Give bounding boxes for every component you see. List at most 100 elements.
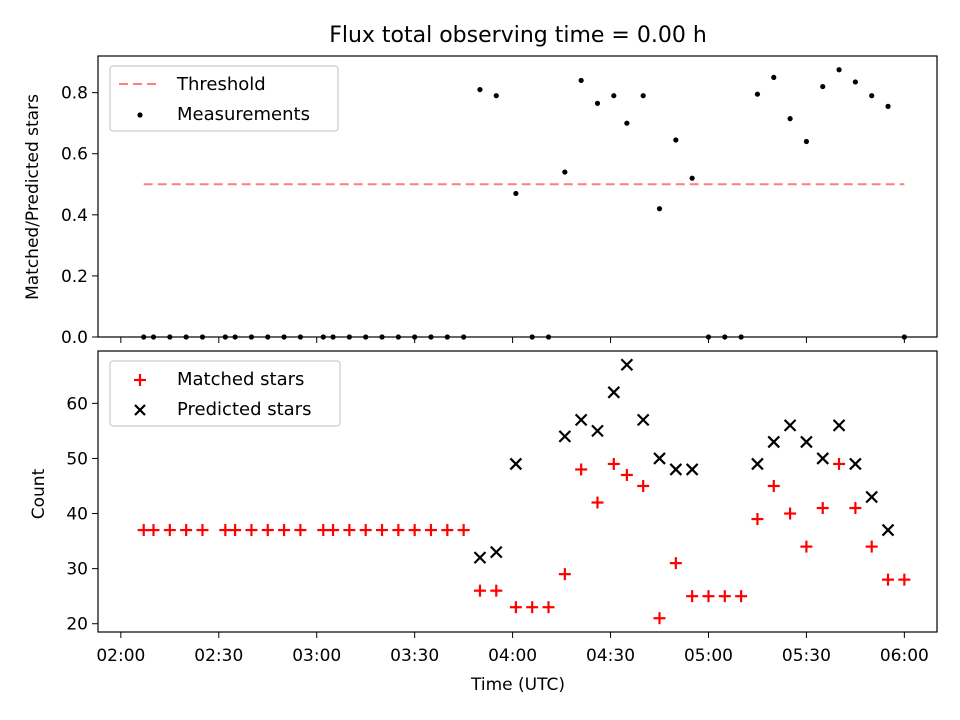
measurement-point bbox=[320, 334, 326, 340]
bottom-x-tick-label: 06:00 bbox=[880, 646, 929, 666]
bottom-y-tick-label: 50 bbox=[66, 449, 88, 469]
matched-star-marker bbox=[147, 524, 160, 537]
matched-star-marker bbox=[833, 457, 846, 470]
measurement-point bbox=[395, 334, 401, 340]
measurement-point bbox=[578, 77, 584, 84]
measurement-point bbox=[529, 334, 535, 340]
predicted-star-marker bbox=[816, 452, 830, 465]
matched-star-marker bbox=[245, 524, 258, 537]
predicted-star-marker bbox=[767, 435, 781, 449]
bottom-x-tick-label: 04:30 bbox=[586, 646, 635, 666]
matched-star-marker bbox=[669, 557, 682, 570]
bottom-y-tick-label: 20 bbox=[66, 615, 88, 635]
matched-star-marker bbox=[376, 524, 389, 537]
legend-measurements-label: Measurements bbox=[177, 104, 310, 125]
matched-star-marker bbox=[457, 524, 470, 537]
matched-star-marker bbox=[196, 524, 209, 537]
predicted-star-marker bbox=[783, 419, 797, 432]
measurement-point bbox=[594, 100, 601, 106]
measurement-point bbox=[852, 79, 858, 85]
measurement-point bbox=[222, 334, 228, 340]
legend-measurements-marker bbox=[137, 112, 143, 118]
bottom-legend-box bbox=[109, 360, 341, 427]
bottom-y-tick-label: 40 bbox=[66, 505, 88, 525]
measurement-point bbox=[167, 334, 173, 340]
matched-star-marker bbox=[180, 524, 193, 537]
predicted-star-marker bbox=[800, 435, 813, 449]
matched-star-marker bbox=[526, 601, 539, 614]
top-panel: 0.00.20.40.60.8 Matched/Predicted stars … bbox=[23, 55, 938, 348]
chart-title: Flux total observing time = 0.00 h bbox=[329, 23, 707, 48]
bottom-x-tick-label: 02:00 bbox=[96, 646, 145, 666]
matched-star-marker bbox=[424, 524, 437, 537]
matched-star-marker bbox=[392, 524, 405, 537]
predicted-star-marker bbox=[669, 463, 683, 476]
bottom-y-axis-label: Count bbox=[29, 468, 49, 519]
predicted-star-marker bbox=[653, 452, 666, 465]
bottom-y-ticks: 20 30 40 50 60 bbox=[66, 394, 98, 635]
matched-star-marker bbox=[735, 590, 748, 603]
predicted-stars-points bbox=[473, 358, 895, 564]
matched-star-marker bbox=[473, 584, 486, 597]
measurement-point bbox=[901, 334, 907, 340]
measurement-point bbox=[738, 334, 744, 340]
matched-star-marker bbox=[575, 463, 588, 476]
predicted-star-marker bbox=[751, 457, 764, 471]
measurement-point bbox=[183, 334, 189, 340]
matched-star-marker bbox=[509, 601, 522, 614]
matched-star-marker bbox=[490, 584, 503, 597]
matched-star-marker bbox=[849, 502, 862, 515]
top-y-tick-label: 0.6 bbox=[61, 145, 88, 165]
matched-star-marker bbox=[359, 524, 372, 537]
measurement-point bbox=[513, 190, 519, 197]
matched-star-marker bbox=[261, 524, 274, 537]
legend-threshold-label: Threshold bbox=[176, 74, 266, 95]
matched-star-marker bbox=[686, 590, 699, 603]
matched-star-marker bbox=[784, 507, 797, 520]
top-legend-box bbox=[109, 65, 339, 132]
measurement-point bbox=[493, 93, 499, 99]
measurement-point bbox=[363, 334, 369, 340]
measurement-point bbox=[611, 93, 617, 99]
predicted-star-marker bbox=[509, 457, 523, 471]
measurement-point bbox=[673, 137, 679, 143]
matched-star-marker bbox=[607, 457, 620, 470]
measurement-points bbox=[141, 67, 907, 340]
bottom-x-tick-label: 03:30 bbox=[390, 646, 439, 666]
bottom-x-tick-label: 02:30 bbox=[194, 646, 243, 666]
matched-star-marker bbox=[294, 524, 307, 537]
measurement-point bbox=[689, 175, 695, 181]
measurement-point bbox=[379, 334, 385, 340]
bottom-x-tick-label: 04:00 bbox=[488, 646, 537, 666]
measurement-point bbox=[412, 334, 418, 340]
measurement-point bbox=[885, 103, 891, 109]
measurement-point bbox=[722, 334, 728, 340]
measurement-point bbox=[869, 93, 875, 99]
measurement-point bbox=[199, 334, 206, 340]
top-y-tick-label: 0.8 bbox=[61, 84, 88, 104]
measurement-point bbox=[820, 83, 826, 90]
matched-star-marker bbox=[898, 573, 911, 586]
bottom-y-tick-label: 30 bbox=[66, 560, 88, 580]
bottom-y-tick-label: 60 bbox=[66, 394, 88, 414]
top-legend: Threshold Measurements bbox=[109, 65, 339, 132]
matched-star-marker bbox=[800, 540, 813, 553]
measurement-point bbox=[803, 138, 810, 145]
predicted-star-marker bbox=[620, 358, 634, 372]
measurement-point bbox=[545, 334, 552, 340]
matched-star-marker bbox=[591, 496, 604, 509]
measurement-point bbox=[297, 334, 304, 340]
predicted-star-marker bbox=[832, 419, 846, 432]
measurement-point bbox=[477, 86, 483, 93]
x-axis-label: Time (UTC) bbox=[470, 675, 565, 695]
measurement-point bbox=[248, 334, 255, 340]
matched-star-marker bbox=[718, 590, 731, 603]
top-y-tick-label: 0.0 bbox=[61, 328, 88, 348]
measurement-point bbox=[428, 334, 434, 340]
matched-star-marker bbox=[653, 612, 666, 625]
measurement-point bbox=[346, 334, 352, 340]
measurement-point bbox=[640, 93, 646, 99]
measurement-point bbox=[656, 206, 663, 212]
predicted-star-marker bbox=[849, 457, 862, 471]
